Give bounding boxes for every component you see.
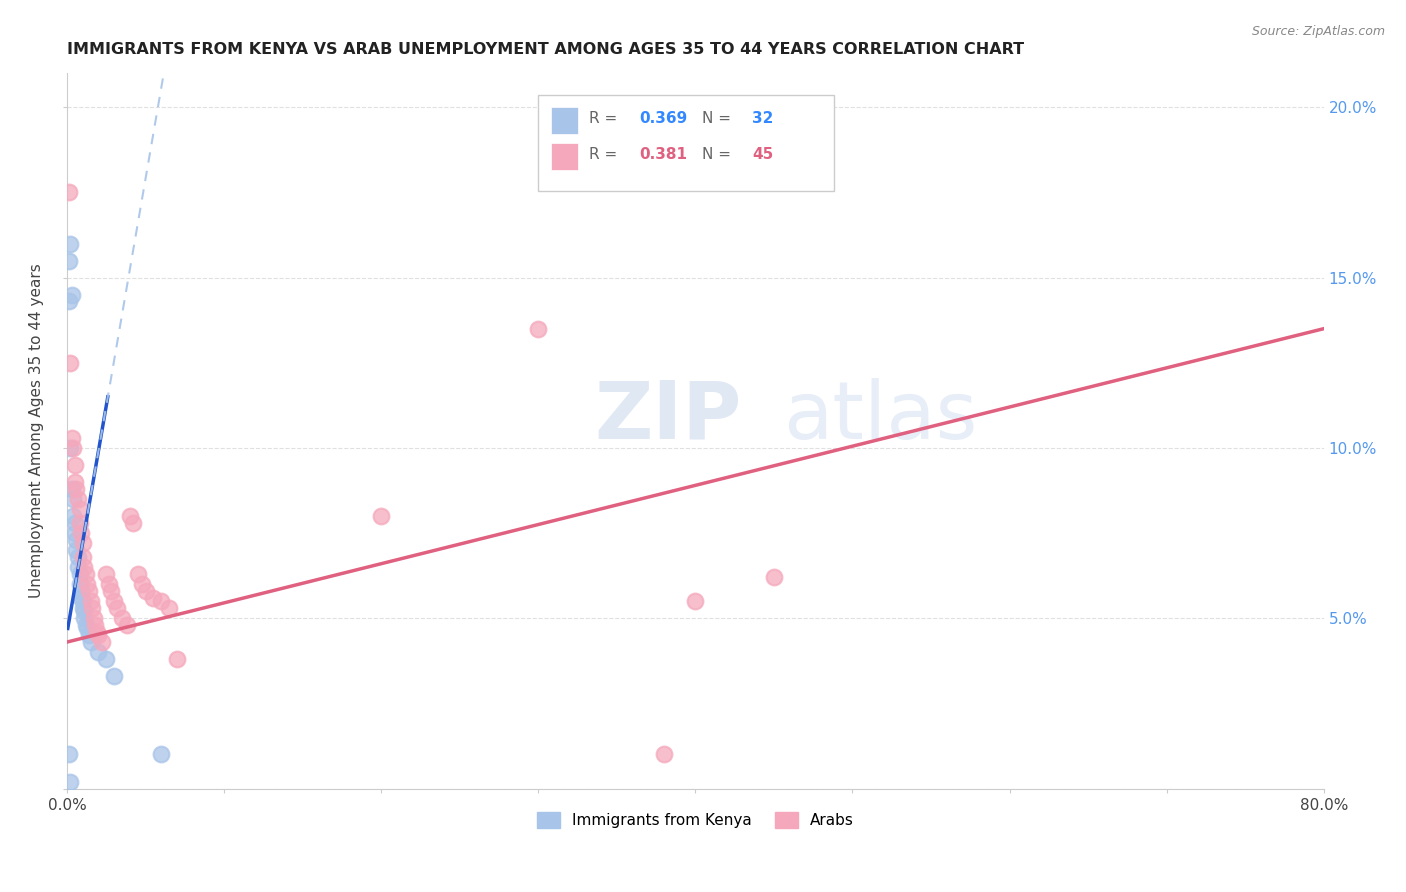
Point — [66, 549, 89, 564]
FancyBboxPatch shape — [538, 95, 834, 191]
Text: 0.381: 0.381 — [638, 146, 686, 161]
Point — [122, 516, 145, 530]
Point — [115, 618, 138, 632]
FancyBboxPatch shape — [551, 107, 578, 134]
Point — [59, 356, 82, 370]
Point — [69, 516, 91, 530]
Point — [527, 321, 550, 335]
Point — [76, 622, 98, 636]
Point — [103, 594, 125, 608]
Point — [62, 509, 84, 524]
Point — [96, 566, 118, 581]
Point — [72, 536, 94, 550]
Point — [87, 645, 110, 659]
Point — [157, 601, 180, 615]
Text: IMMIGRANTS FROM KENYA VS ARAB UNEMPLOYMENT AMONG AGES 35 TO 44 YEARS CORRELATION: IMMIGRANTS FROM KENYA VS ARAB UNEMPLOYME… — [67, 42, 1024, 57]
Point — [135, 584, 157, 599]
Point — [142, 591, 165, 605]
Point — [127, 566, 149, 581]
Point — [75, 618, 97, 632]
Point — [75, 566, 97, 581]
Point — [63, 458, 86, 472]
Point — [70, 526, 93, 541]
Point — [370, 509, 392, 524]
Point — [73, 604, 96, 618]
Text: 32: 32 — [752, 111, 773, 126]
Point — [60, 287, 83, 301]
Point — [103, 669, 125, 683]
Point — [60, 431, 83, 445]
Point — [69, 577, 91, 591]
Y-axis label: Unemployment Among Ages 35 to 44 years: Unemployment Among Ages 35 to 44 years — [30, 263, 44, 599]
Point — [131, 577, 153, 591]
Point — [58, 747, 80, 762]
Point — [90, 635, 112, 649]
Point — [762, 570, 785, 584]
Point — [150, 747, 173, 762]
Point — [87, 628, 110, 642]
Point — [100, 584, 122, 599]
Point — [150, 594, 173, 608]
Point — [72, 601, 94, 615]
Point — [98, 577, 121, 591]
Point — [685, 594, 707, 608]
Point — [63, 516, 86, 530]
Text: ZIP: ZIP — [595, 377, 742, 456]
Point — [72, 594, 94, 608]
Point — [166, 652, 188, 666]
Point — [77, 628, 100, 642]
Point — [79, 594, 101, 608]
Point — [79, 635, 101, 649]
Point — [59, 774, 82, 789]
Text: R =: R = — [589, 111, 621, 126]
Text: Source: ZipAtlas.com: Source: ZipAtlas.com — [1251, 25, 1385, 38]
Point — [59, 441, 82, 455]
Point — [70, 591, 93, 605]
Point — [96, 652, 118, 666]
Point — [65, 482, 87, 496]
Point — [111, 611, 134, 625]
Point — [66, 560, 89, 574]
Point — [69, 566, 91, 581]
Text: 45: 45 — [752, 146, 773, 161]
Point — [70, 584, 93, 599]
Text: N =: N = — [702, 111, 735, 126]
Point — [652, 747, 675, 762]
Point — [66, 491, 89, 506]
Text: N =: N = — [702, 146, 735, 161]
Text: R =: R = — [589, 146, 621, 161]
Point — [60, 482, 83, 496]
Point — [59, 236, 82, 251]
Point — [58, 294, 80, 309]
Point — [84, 618, 107, 632]
Point — [83, 611, 105, 625]
Text: 0.369: 0.369 — [638, 111, 688, 126]
Point — [58, 253, 80, 268]
Point — [72, 549, 94, 564]
Point — [86, 624, 108, 639]
Point — [73, 611, 96, 625]
Point — [58, 186, 80, 200]
Legend: Immigrants from Kenya, Arabs: Immigrants from Kenya, Arabs — [531, 806, 860, 835]
Point — [63, 526, 86, 541]
Text: atlas: atlas — [783, 377, 977, 456]
Point — [65, 543, 87, 558]
Point — [73, 560, 96, 574]
Point — [105, 601, 128, 615]
Point — [62, 491, 84, 506]
Point — [63, 475, 86, 489]
Point — [62, 441, 84, 455]
Point — [118, 509, 141, 524]
Point — [65, 533, 87, 547]
Point — [82, 601, 104, 615]
Point — [69, 502, 91, 516]
Point — [77, 584, 100, 599]
Point — [76, 577, 98, 591]
FancyBboxPatch shape — [551, 143, 578, 169]
